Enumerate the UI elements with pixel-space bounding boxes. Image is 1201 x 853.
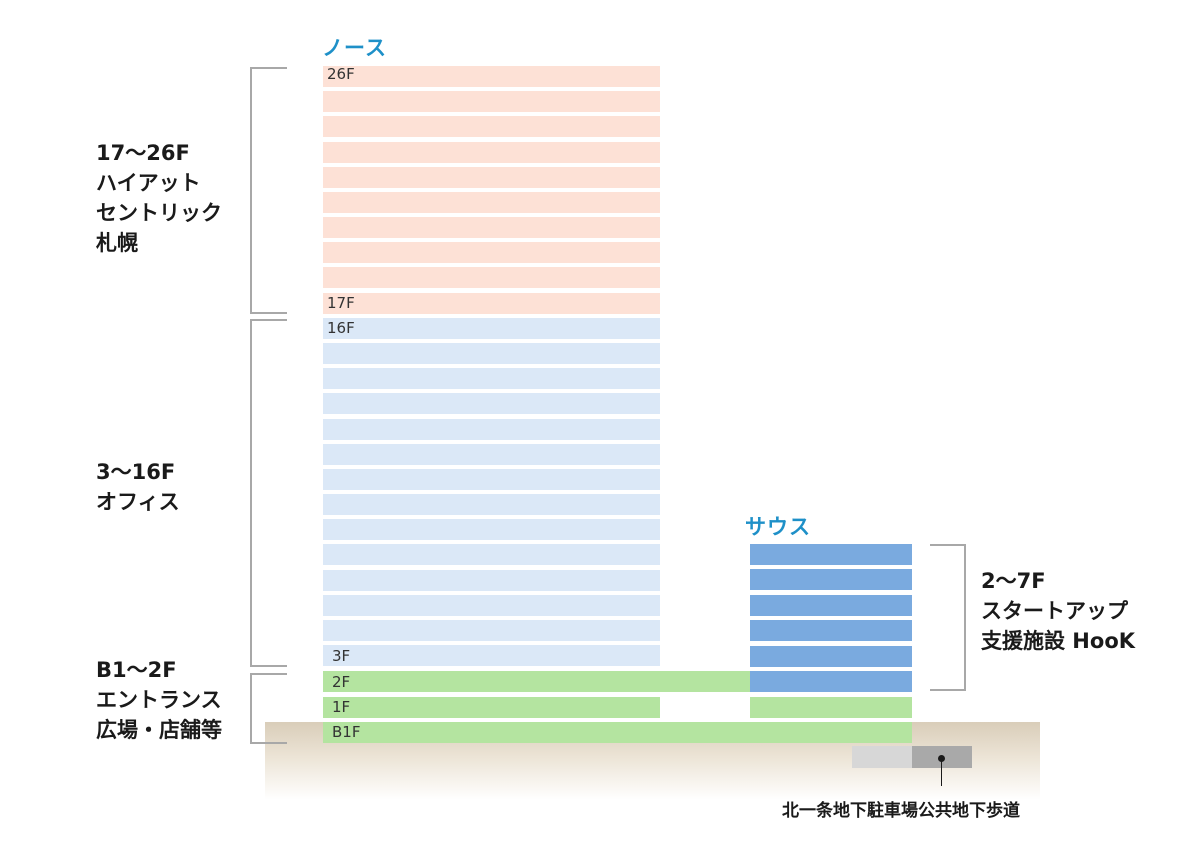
walkway-pointer-dot: [938, 755, 945, 762]
floor-label-1f: 1F: [332, 698, 351, 716]
floor-label-26f: 26F: [327, 65, 355, 83]
south-floor-2f: [750, 671, 912, 692]
north-floor-15f: [323, 342, 660, 364]
south-floor-4f: [750, 620, 912, 642]
hotel-name-3: 札幌: [96, 231, 138, 255]
startup-name-1: スタートアップ: [981, 599, 1128, 623]
north-floor-3f: [323, 645, 660, 667]
bracket-hotel: [250, 67, 287, 314]
north-floor-20f: [323, 217, 660, 239]
hotel-name-2: セントリック: [96, 201, 222, 225]
retail-name-2: 広場・店舗等: [96, 718, 222, 742]
office-name: オフィス: [96, 490, 180, 514]
south-tower-title: サウス: [745, 515, 811, 539]
startup-name-2: 支援施設 HooK: [981, 629, 1136, 653]
floor-label-16f: 16F: [327, 319, 355, 337]
floor-label-17f: 17F: [327, 294, 355, 312]
north-floor-14f: [323, 368, 660, 390]
south-floor-6f: [750, 569, 912, 591]
north-floor-19f: [323, 242, 660, 264]
north-floor-13f: [323, 393, 660, 415]
north-floor-16f: [323, 317, 660, 339]
bracket-startup: [930, 544, 966, 691]
north-floor-4f: [323, 619, 660, 641]
office-floors: 3〜16F: [96, 460, 176, 484]
floor-label-2f: 2F: [332, 673, 351, 691]
retail-floors: B1〜2F: [96, 658, 177, 682]
north-floor-18f: [323, 267, 660, 289]
group-label-startup: 2〜7F スタートアップ 支援施設 HooK: [981, 566, 1135, 656]
group-label-hotel: 17〜26F ハイアット セントリック 札幌: [96, 138, 222, 258]
bracket-office: [250, 319, 287, 667]
bracket-retail: [250, 673, 287, 744]
podium-b1f: [323, 722, 912, 743]
podium-2f: [323, 671, 750, 692]
north-floor-22f: [323, 166, 660, 188]
north-floor-7f: [323, 544, 660, 566]
north-floor-6f: [323, 569, 660, 591]
north-floor-12f: [323, 418, 660, 440]
north-floor-26f: [323, 66, 660, 87]
south-floor-5f: [750, 594, 912, 616]
group-label-retail: B1〜2F エントランス 広場・店舗等: [96, 655, 222, 745]
walkway-caption: 北一条地下駐車場公共地下歩道: [782, 801, 1020, 821]
north-floor-8f: [323, 519, 660, 541]
hotel-name-1: ハイアット: [96, 171, 201, 195]
south-floor-7f: [750, 544, 912, 565]
underground-walkway: [852, 746, 912, 768]
startup-floors: 2〜7F: [981, 569, 1046, 593]
south-floor-3f: [750, 645, 912, 667]
north-floor-21f: [323, 191, 660, 213]
group-label-office: 3〜16F オフィス: [96, 457, 180, 517]
floor-label-3f: 3F: [332, 647, 351, 665]
north-tower-title: ノース: [322, 36, 387, 60]
north-floor-5f: [323, 594, 660, 616]
north-floor-17f: [323, 292, 660, 314]
north-floor-9f: [323, 494, 660, 516]
walkway-pointer-line: [941, 760, 942, 786]
retail-name-1: エントランス: [96, 688, 222, 712]
north-floor-11f: [323, 443, 660, 465]
floor-label-b1f: B1F: [332, 723, 361, 741]
north-floor-10f: [323, 468, 660, 490]
north-floor-25f: [323, 91, 660, 113]
south-floor-1f: [750, 697, 912, 718]
hotel-floors: 17〜26F: [96, 141, 190, 165]
north-floor-1f: [323, 697, 660, 718]
north-floor-24f: [323, 116, 660, 138]
north-floor-23f: [323, 141, 660, 163]
